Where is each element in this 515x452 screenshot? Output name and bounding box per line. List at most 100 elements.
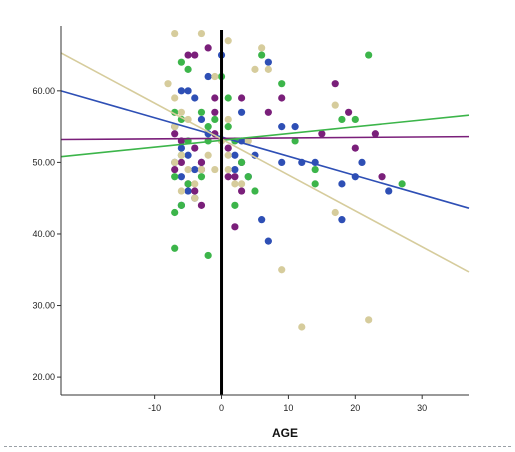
data-point [311,180,319,188]
data-point [224,123,232,131]
data-point [177,108,185,116]
data-point [197,158,206,167]
data-point [264,237,272,245]
data-point [291,123,299,131]
data-point [365,51,373,59]
data-point [264,58,272,66]
data-point [177,158,185,167]
data-point [331,80,339,88]
data-point [237,108,246,116]
data-point [311,165,319,174]
data-point [184,65,192,73]
data-point [291,137,299,145]
data-point [191,180,199,188]
y-tick-label: 20.00 [32,372,55,382]
data-point [197,165,206,174]
x-tick-label: 0 [219,403,224,413]
data-point [278,158,286,167]
data-point [371,130,379,138]
data-point [231,165,239,174]
data-point [177,151,185,159]
data-point [224,94,232,102]
data-point [318,130,326,138]
data-point [224,151,232,159]
data-point [191,187,199,195]
data-point [204,44,212,52]
data-point [231,223,239,231]
bottom-dashed-divider [4,446,511,447]
data-point [338,216,346,224]
data-point [197,173,206,181]
data-point [331,101,339,109]
data-point [177,201,185,209]
data-point [237,187,246,195]
data-point [378,173,386,181]
data-point [171,244,179,252]
data-point [258,44,266,52]
data-point [237,94,246,102]
data-point [237,158,246,167]
data-point [184,87,192,95]
data-point [298,323,306,331]
data-point [184,165,192,174]
data-point [244,137,252,145]
y-tick-label: 60.00 [32,86,55,96]
data-point [204,123,212,131]
data-point [211,165,219,174]
data-point [204,151,212,159]
data-point [191,51,199,59]
y-tick-label: 40.00 [32,229,55,239]
data-point [177,144,185,152]
data-point [251,151,259,159]
data-point [278,266,286,274]
data-point [171,29,179,38]
data-point [258,216,266,224]
data-point [171,130,179,138]
data-point [251,187,259,195]
data-point [171,173,179,181]
x-tick-label: 10 [283,403,293,413]
data-point [197,115,206,124]
data-point [264,65,272,73]
data-point [171,94,179,102]
fit-line [60,135,470,141]
data-point [264,108,272,116]
data-point [211,115,219,124]
data-point [211,108,219,116]
data-point [224,115,232,124]
data-point [177,58,185,66]
data-point [231,180,239,188]
data-point [338,180,346,188]
data-point [177,173,185,181]
data-point [164,80,172,88]
data-point [184,180,192,188]
data-point [197,201,206,209]
data-point [171,165,179,174]
fit-line [60,90,470,209]
data-point [211,72,219,81]
data-point [278,80,286,88]
data-point [231,151,239,159]
y-tick-label: 30.00 [32,301,55,311]
data-point [177,187,185,195]
fit-line [60,52,470,273]
data-point [224,37,232,45]
y-tick-label: 50.00 [32,157,55,167]
data-point [345,108,353,116]
data-point [171,208,179,217]
data-point [231,201,239,209]
data-point [231,173,239,181]
data-point [244,173,252,181]
data-point [224,165,232,174]
data-point [251,65,259,73]
data-point [191,165,199,174]
data-point [204,72,212,81]
data-point [191,144,199,152]
data-point [398,180,406,188]
data-point [351,115,359,124]
data-point [385,187,393,195]
data-point [237,180,246,188]
data-point [184,51,192,59]
x-tick-label: 30 [417,403,427,413]
